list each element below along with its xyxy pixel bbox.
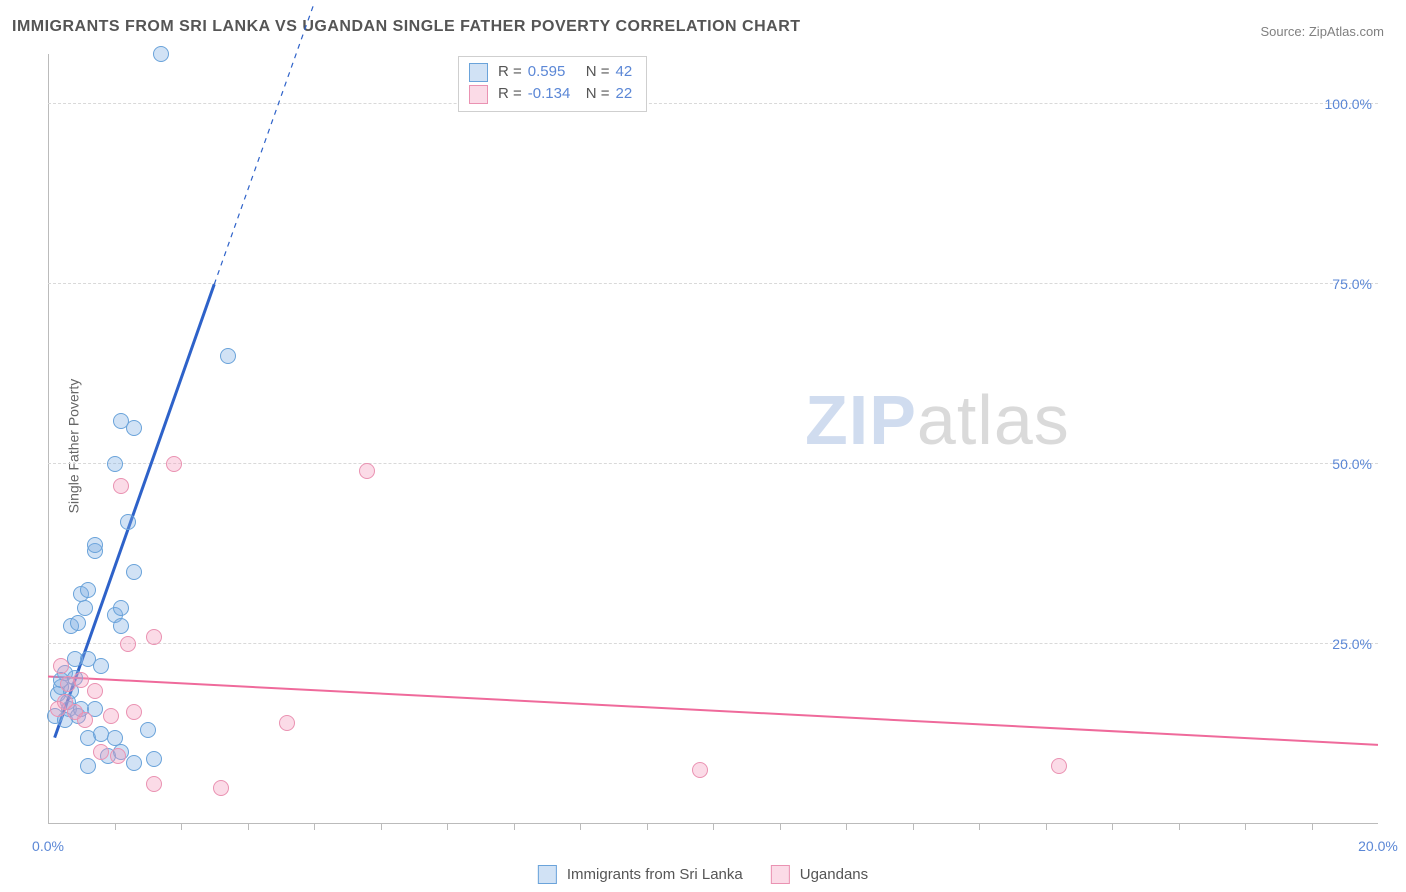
chart-container: IMMIGRANTS FROM SRI LANKA VS UGANDAN SIN… bbox=[0, 0, 1406, 892]
scatter-point-sri_lanka bbox=[120, 514, 136, 530]
scatter-point-sri_lanka bbox=[153, 46, 169, 62]
scatter-point-sri_lanka bbox=[80, 758, 96, 774]
scatter-point-sri_lanka bbox=[126, 755, 142, 771]
x-tick bbox=[1245, 824, 1246, 830]
scatter-point-sri_lanka bbox=[70, 615, 86, 631]
scatter-point-sri_lanka bbox=[77, 600, 93, 616]
scatter-point-sri_lanka bbox=[220, 348, 236, 364]
scatter-point-ugandans bbox=[1051, 758, 1067, 774]
trend-lines bbox=[48, 54, 1378, 824]
stats-r-value: -0.134 bbox=[528, 83, 580, 105]
scatter-point-sri_lanka bbox=[107, 456, 123, 472]
scatter-point-ugandans bbox=[166, 456, 182, 472]
x-tick bbox=[647, 824, 648, 830]
x-tick bbox=[780, 824, 781, 830]
x-tick bbox=[846, 824, 847, 830]
x-tick bbox=[514, 824, 515, 830]
legend-item-ugandans: Ugandans bbox=[771, 865, 868, 884]
scatter-point-ugandans bbox=[77, 712, 93, 728]
x-tick bbox=[1179, 824, 1180, 830]
chart-title: IMMIGRANTS FROM SRI LANKA VS UGANDAN SIN… bbox=[12, 18, 801, 36]
legend-item-sri-lanka: Immigrants from Sri Lanka bbox=[538, 865, 743, 884]
scatter-point-sri_lanka bbox=[93, 658, 109, 674]
scatter-point-ugandans bbox=[126, 704, 142, 720]
legend-label: Ugandans bbox=[800, 866, 868, 883]
x-tick bbox=[115, 824, 116, 830]
stats-swatch-icon bbox=[469, 85, 488, 104]
x-tick bbox=[181, 824, 182, 830]
x-tick bbox=[248, 824, 249, 830]
x-tick bbox=[913, 824, 914, 830]
plot-area: 25.0%50.0%75.0%100.0%0.0%20.0%ZIPatlasR … bbox=[48, 54, 1378, 824]
x-tick-label: 0.0% bbox=[32, 838, 64, 854]
stats-row-ugandans: R = -0.134 N = 22 bbox=[469, 83, 632, 105]
legend-swatch-icon bbox=[771, 865, 790, 884]
legend-swatch-icon bbox=[538, 865, 557, 884]
stats-r-label: R = bbox=[498, 83, 522, 105]
scatter-point-ugandans bbox=[213, 780, 229, 796]
scatter-point-sri_lanka bbox=[113, 600, 129, 616]
trend-line-sri_lanka bbox=[55, 284, 215, 737]
stats-r-value: 0.595 bbox=[528, 61, 580, 83]
trend-line-extrapolated-sri_lanka bbox=[214, 4, 314, 285]
scatter-point-ugandans bbox=[87, 683, 103, 699]
scatter-point-ugandans bbox=[53, 658, 69, 674]
stats-box: R = 0.595 N = 42 R = -0.134 N = 22 bbox=[458, 56, 647, 112]
scatter-point-ugandans bbox=[113, 478, 129, 494]
scatter-point-sri_lanka bbox=[87, 537, 103, 553]
x-tick bbox=[1046, 824, 1047, 830]
scatter-point-ugandans bbox=[692, 762, 708, 778]
scatter-point-ugandans bbox=[146, 629, 162, 645]
scatter-point-sri_lanka bbox=[140, 722, 156, 738]
x-tick bbox=[713, 824, 714, 830]
scatter-point-sri_lanka bbox=[113, 618, 129, 634]
x-tick bbox=[381, 824, 382, 830]
scatter-point-ugandans bbox=[120, 636, 136, 652]
x-tick bbox=[447, 824, 448, 830]
scatter-point-ugandans bbox=[279, 715, 295, 731]
trend-line-ugandans bbox=[48, 676, 1378, 744]
scatter-point-sri_lanka bbox=[126, 564, 142, 580]
x-tick bbox=[314, 824, 315, 830]
stats-n-value: 42 bbox=[616, 61, 633, 83]
stats-swatch-icon bbox=[469, 63, 488, 82]
scatter-point-sri_lanka bbox=[80, 582, 96, 598]
scatter-point-ugandans bbox=[146, 776, 162, 792]
source-credit: Source: ZipAtlas.com bbox=[1260, 24, 1384, 39]
stats-r-label: R = bbox=[498, 61, 522, 83]
stats-n-label: N = bbox=[586, 83, 610, 105]
legend-label: Immigrants from Sri Lanka bbox=[567, 866, 743, 883]
scatter-point-ugandans bbox=[93, 744, 109, 760]
x-tick bbox=[580, 824, 581, 830]
x-tick bbox=[979, 824, 980, 830]
x-tick bbox=[1112, 824, 1113, 830]
scatter-point-sri_lanka bbox=[146, 751, 162, 767]
x-tick bbox=[1312, 824, 1313, 830]
scatter-point-ugandans bbox=[110, 748, 126, 764]
scatter-point-ugandans bbox=[103, 708, 119, 724]
stats-n-value: 22 bbox=[616, 83, 633, 105]
stats-row-sri_lanka: R = 0.595 N = 42 bbox=[469, 61, 632, 83]
scatter-point-ugandans bbox=[359, 463, 375, 479]
x-tick-label: 20.0% bbox=[1358, 838, 1398, 854]
stats-n-label: N = bbox=[586, 61, 610, 83]
legend: Immigrants from Sri Lanka Ugandans bbox=[538, 865, 868, 884]
scatter-point-sri_lanka bbox=[126, 420, 142, 436]
